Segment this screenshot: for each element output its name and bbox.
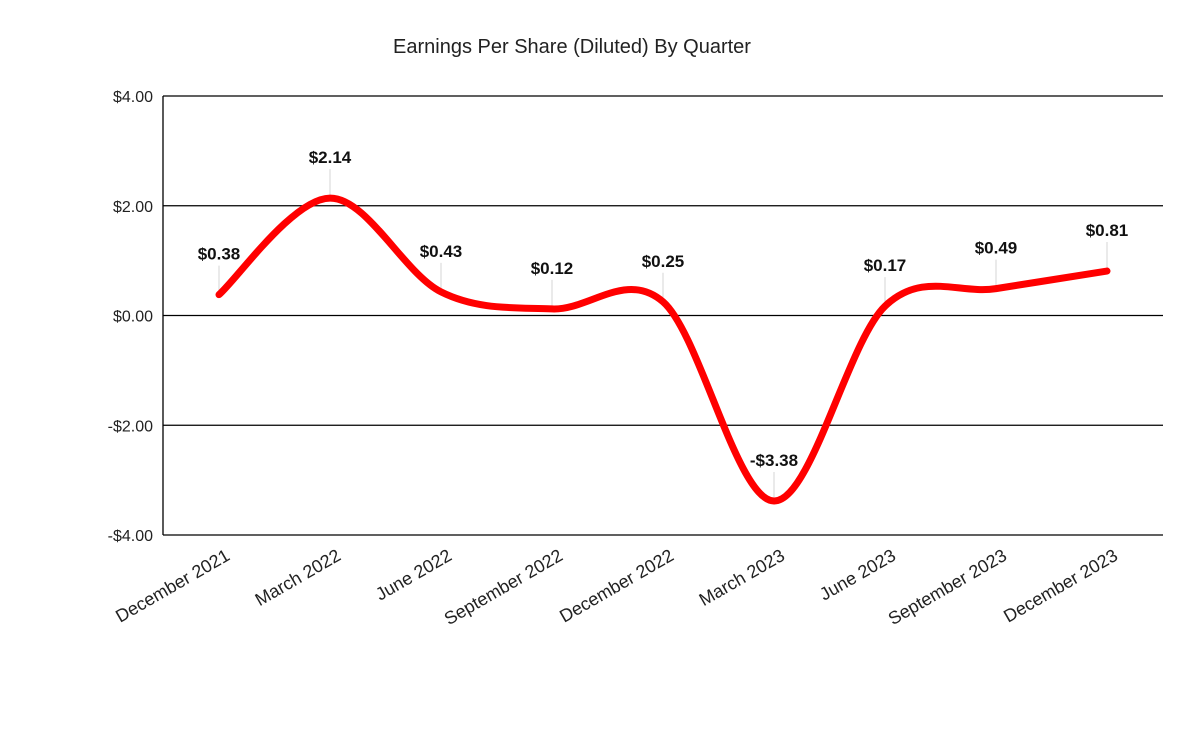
data-label: $0.12 xyxy=(531,259,574,278)
x-axis-tick-labels: December 2021 March 2022 June 2022Septembe… xyxy=(112,545,1121,629)
x-tick-label: September 2022 xyxy=(441,545,566,629)
x-tick-label: June 2022 xyxy=(372,545,455,604)
x-tick-label: June 2023 xyxy=(816,545,899,604)
x-tick-label: March 2023 xyxy=(696,545,788,610)
data-label: $0.81 xyxy=(1086,221,1129,240)
x-tick-label: December 2021 xyxy=(112,545,233,626)
data-label-leaders xyxy=(218,169,1108,498)
data-label: $0.43 xyxy=(420,242,463,261)
data-label: -$3.38 xyxy=(750,451,798,470)
eps-line xyxy=(215,194,1111,505)
x-tick-label: December 2022 xyxy=(556,545,677,626)
data-label: $0.49 xyxy=(975,239,1018,258)
data-labels: $0.38 $2.14 $0.43 $0.12 $0.25 -$3.38 $0.17 $0.4… xyxy=(198,148,1129,470)
data-label: $2.14 xyxy=(309,148,352,167)
eps-series xyxy=(215,194,1111,505)
y-tick-label: $4.00 xyxy=(113,89,153,106)
y-axis-tick-labels: $4.00 $2.00 $0.00 -$2.00 -$4.00 xyxy=(108,89,153,545)
data-label: $0.25 xyxy=(642,252,685,271)
x-tick-label: September 2023 xyxy=(885,545,1010,629)
gridlines xyxy=(162,95,1163,536)
data-label: $0.38 xyxy=(198,245,241,264)
x-tick-label: December 2023 xyxy=(1000,545,1121,626)
y-tick-label: -$2.00 xyxy=(108,418,153,435)
y-tick-label: -$4.00 xyxy=(108,528,153,545)
chart-title: Earnings Per Share (Diluted) By Quarter xyxy=(393,36,751,58)
data-label: $0.17 xyxy=(864,256,907,275)
y-tick-label: $0.00 xyxy=(113,309,153,326)
x-tick-label: March 2022 xyxy=(252,545,344,610)
y-tick-label: $2.00 xyxy=(113,199,153,216)
